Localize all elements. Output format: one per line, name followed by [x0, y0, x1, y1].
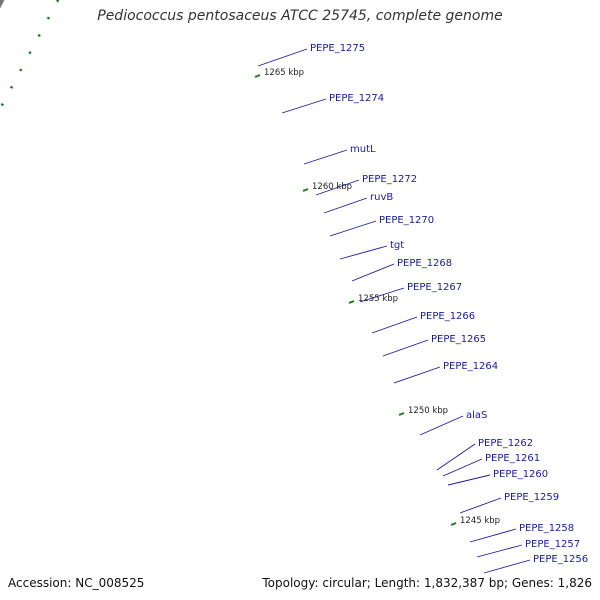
label-leader-line — [329, 220, 377, 237]
gene-label[interactable]: mutL — [350, 144, 376, 155]
kbp-tick-mark — [450, 522, 457, 526]
gene-label[interactable]: PEPE_1274 — [329, 93, 384, 104]
kbp-tick-label: 1265 kbp — [264, 68, 304, 78]
label-leader-line — [459, 497, 502, 514]
gene-label[interactable]: PEPE_1260 — [493, 469, 548, 480]
gene-label[interactable]: PEPE_1258 — [519, 523, 574, 534]
gc-dot — [28, 51, 32, 55]
outer-feature-track — [0, 0, 85, 155]
label-leader-line — [447, 474, 491, 486]
gene-label[interactable]: PEPE_1257 — [525, 539, 580, 550]
kbp-tick-label: 1250 kbp — [408, 406, 448, 416]
label-leader-line — [382, 339, 429, 357]
gene-label[interactable]: PEPE_1256 — [533, 554, 588, 565]
gc-dot — [9, 85, 14, 89]
label-leader-line — [315, 179, 360, 196]
label-leader-line — [436, 443, 476, 471]
label-leader-line — [339, 245, 388, 260]
genome-backbone — [0, 0, 211, 176]
kbp-tick-mark — [302, 188, 309, 192]
label-leader-line — [281, 98, 327, 114]
kbp-tick-label: 1245 kbp — [460, 516, 500, 526]
gene-label[interactable]: PEPE_1261 — [485, 453, 540, 464]
kbp-tick-mark — [348, 300, 355, 304]
backbone-line — [0, 0, 5, 9]
gene-label[interactable]: PEPE_1272 — [362, 174, 417, 185]
label-leader-line — [469, 528, 517, 543]
gene-label[interactable]: PEPE_1268 — [397, 258, 452, 269]
label-leader-line — [323, 197, 368, 214]
label-leader-line — [303, 149, 348, 165]
kbp-tick-label: 1260 kbp — [312, 182, 352, 192]
backbone-strip — [0, 0, 211, 176]
label-leader-line — [351, 263, 395, 282]
gc-dot — [19, 68, 23, 72]
gene-label[interactable]: PEPE_1267 — [407, 282, 462, 293]
gene-label[interactable]: PEPE_1266 — [420, 311, 475, 322]
gc-dot — [56, 0, 60, 3]
label-leader-line — [483, 559, 531, 574]
label-leader-line — [359, 287, 405, 303]
gc-dot — [46, 16, 51, 20]
gene-label[interactable]: PEPE_1270 — [379, 215, 434, 226]
gene-label[interactable]: PEPE_1259 — [504, 492, 559, 503]
gc-dot — [0, 103, 4, 107]
topology-text: Topology: circular; Length: 1,832,387 bp… — [262, 576, 592, 590]
label-leader-line — [442, 458, 483, 477]
gene-label[interactable]: PEPE_1264 — [443, 361, 498, 372]
kbp-tick-mark — [254, 74, 261, 78]
gc-dot — [37, 33, 41, 37]
map-title: Pediococcus pentosaceus ATCC 25745, comp… — [97, 8, 503, 24]
gene-label[interactable]: PEPE_1262 — [478, 438, 533, 449]
label-leader-line — [419, 415, 464, 436]
gene-label[interactable]: alaS — [466, 410, 487, 421]
label-leader-line — [476, 544, 523, 558]
gc-dot-track — [0, 0, 60, 107]
inner-feature-track — [0, 0, 74, 166]
kbp-tick-mark — [398, 412, 405, 416]
label-leader-line — [257, 48, 308, 67]
kbp-tick-track: 1265 kbp 1260 kbp 1255 kbp 1250 kbp 1245 kbp — [254, 68, 500, 526]
gene-label-track: PEPE_1275 PEPE_1274 mutL PEPE_1272 ruvB PEPE_… — [257, 43, 588, 574]
gene-label[interactable]: tgt — [390, 240, 404, 251]
gene-label[interactable]: ruvB — [370, 192, 393, 203]
label-leader-line — [393, 366, 441, 384]
accession-text: Accession: NC_008525 — [8, 576, 145, 590]
kbp-tick-label: 1255 kbp — [358, 294, 398, 304]
gene-label[interactable]: PEPE_1265 — [431, 334, 486, 345]
gene-label[interactable]: PEPE_1275 — [310, 43, 365, 54]
label-leader-line — [371, 316, 418, 334]
